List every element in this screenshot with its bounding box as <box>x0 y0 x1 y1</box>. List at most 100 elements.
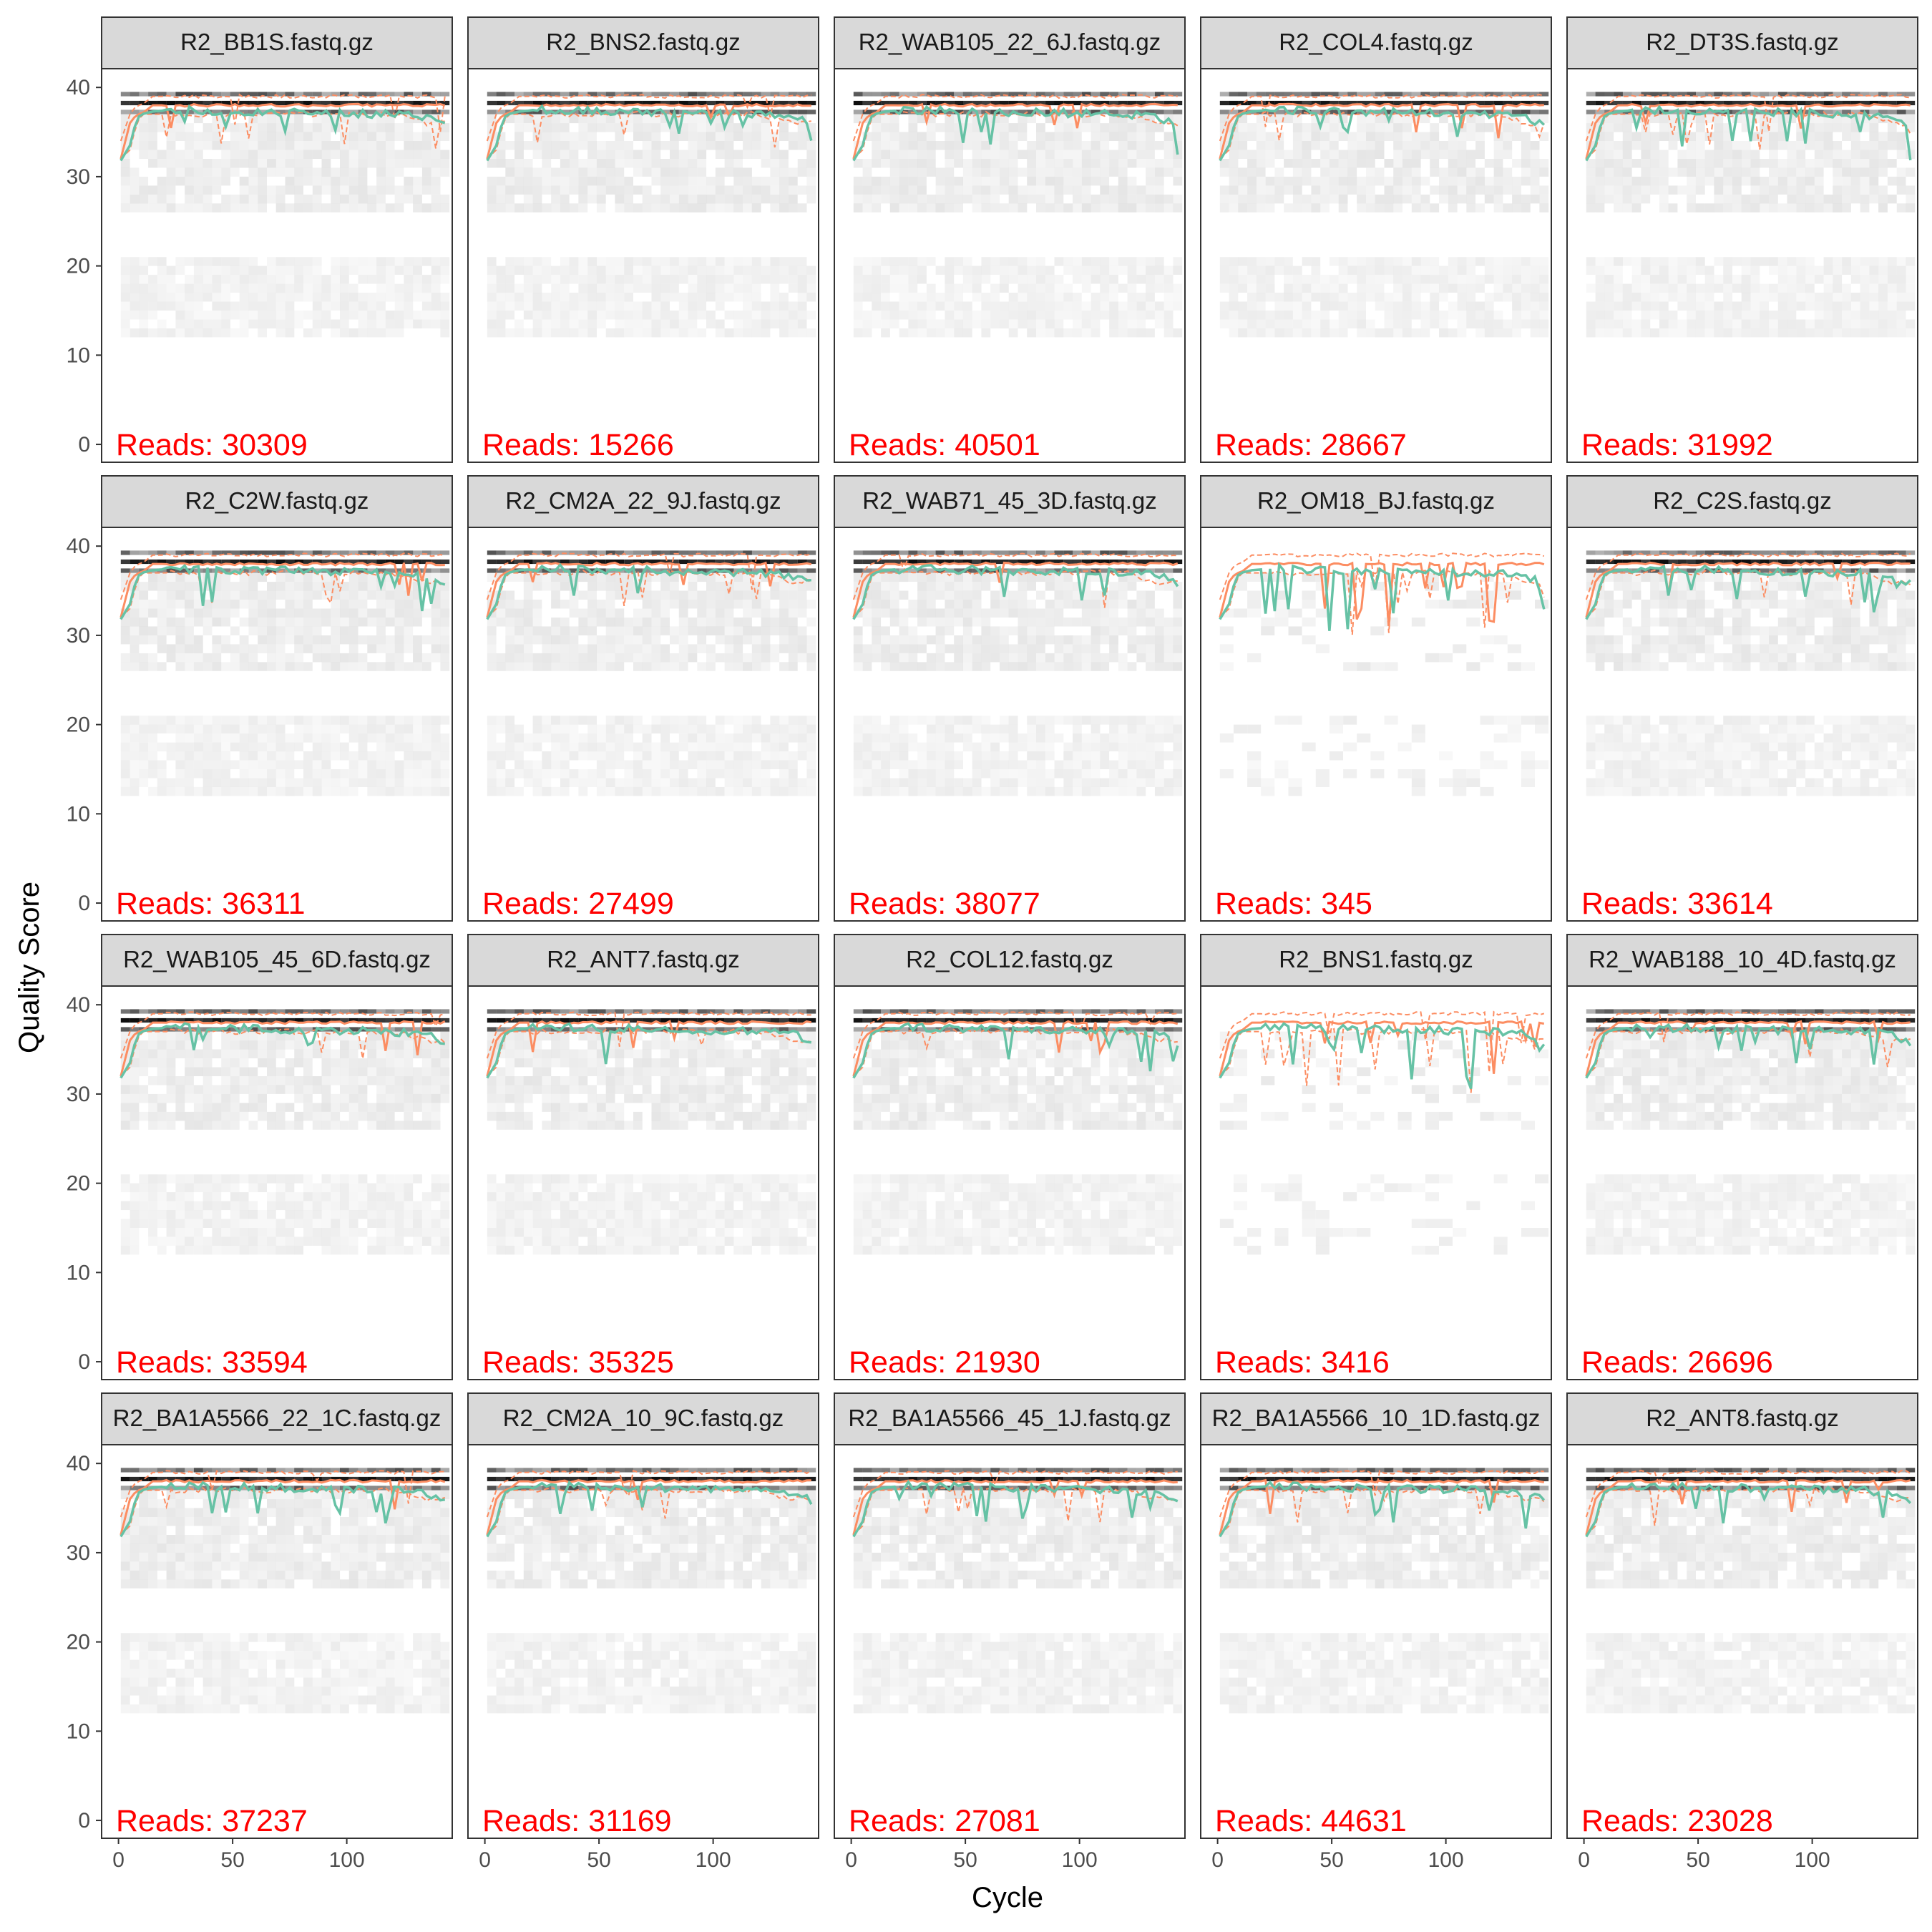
heatmap-cell <box>1457 257 1467 266</box>
heatmap-cell <box>1063 284 1073 293</box>
heatmap-cell <box>312 114 322 124</box>
heatmap-cell <box>615 266 624 275</box>
heatmap-cell <box>761 132 771 141</box>
heatmap-cell <box>569 203 579 213</box>
heatmap-cell <box>1869 167 1879 177</box>
heatmap-cell <box>505 141 515 150</box>
heatmap-cell <box>258 185 267 195</box>
heatmap-cell <box>203 319 213 328</box>
heatmap-cell <box>431 626 441 635</box>
heatmap-cell <box>770 301 780 311</box>
heatmap-cell <box>267 311 276 320</box>
heatmap-cell <box>1732 257 1742 266</box>
heatmap-cell <box>633 203 643 213</box>
heatmap-cell <box>1687 283 1696 293</box>
heatmap-cell <box>1284 257 1293 266</box>
heatmap-cell <box>1411 176 1421 186</box>
heatmap-cell <box>358 203 368 213</box>
heatmap-cell <box>1219 275 1229 284</box>
heatmap-cell <box>1769 159 1778 168</box>
heatmap-cell <box>157 742 167 752</box>
heatmap-cell <box>321 644 331 653</box>
heatmap-cell <box>706 185 716 195</box>
heatmap-cell <box>1695 114 1705 124</box>
heatmap-cell <box>1154 92 1164 97</box>
heatmap-cell <box>1878 301 1888 311</box>
heatmap-cell <box>1777 328 1787 338</box>
heatmap-cell <box>185 328 194 338</box>
heatmap-cell <box>1595 275 1605 284</box>
heatmap-cell <box>688 275 698 284</box>
heatmap-cell <box>1521 311 1531 320</box>
heatmap-cell <box>990 203 1000 213</box>
heatmap-cell <box>1402 141 1412 150</box>
heatmap-cell <box>404 644 414 653</box>
heatmap-cell <box>724 311 734 320</box>
heatmap-cell <box>954 265 963 275</box>
heatmap-cell <box>139 328 149 338</box>
heatmap-cell <box>688 743 698 752</box>
heatmap-cell <box>258 786 267 796</box>
heatmap-cell <box>660 319 670 328</box>
heatmap-cell <box>285 742 295 752</box>
heatmap-cell <box>1081 150 1091 159</box>
heatmap-cell <box>908 275 918 284</box>
heatmap-cell <box>1842 185 1851 195</box>
heatmap-cell <box>440 123 450 132</box>
heatmap-cell <box>258 761 267 770</box>
heatmap-cell <box>1860 194 1870 204</box>
heatmap-cell <box>697 185 707 195</box>
heatmap-cell <box>1741 159 1751 168</box>
heatmap-cell <box>331 653 341 663</box>
heatmap-cell <box>514 159 524 168</box>
heatmap-cell <box>715 293 725 302</box>
heatmap-cell <box>889 123 899 132</box>
heatmap-cell <box>139 779 148 788</box>
heatmap-cell <box>185 742 194 752</box>
heatmap-cell <box>1466 167 1476 177</box>
heatmap-cell <box>1385 275 1394 284</box>
heatmap-cell <box>532 275 542 284</box>
heatmap-cell <box>1402 150 1412 159</box>
heatmap-cell <box>130 733 140 743</box>
heatmap-cell <box>660 293 670 302</box>
heatmap-cell <box>148 751 157 761</box>
heatmap-cell <box>1539 257 1548 266</box>
heatmap-cell <box>1833 319 1843 328</box>
heatmap-cell <box>422 743 431 752</box>
heatmap-cell <box>340 653 349 663</box>
heatmap-cell <box>678 742 688 752</box>
heatmap-cell <box>542 203 552 213</box>
heatmap-cell <box>642 550 652 555</box>
heatmap-cell <box>560 265 570 275</box>
heatmap-cell <box>743 311 752 320</box>
heatmap-cell <box>1475 123 1485 132</box>
heatmap-cell <box>1448 203 1458 213</box>
heatmap-cell <box>1247 92 1257 97</box>
heatmap-cell <box>560 716 570 725</box>
heatmap-cell <box>660 194 670 204</box>
heatmap-cell <box>1109 293 1118 302</box>
heatmap-cell <box>367 266 376 275</box>
heatmap-cell <box>872 123 882 132</box>
heatmap-cell <box>248 724 258 734</box>
heatmap-cell <box>1430 132 1440 141</box>
heatmap-cell <box>954 185 963 195</box>
heatmap-cell <box>258 778 267 787</box>
heatmap-cell <box>358 751 368 761</box>
heatmap-cell <box>157 100 167 106</box>
heatmap-cell <box>678 662 688 671</box>
heatmap-cell <box>431 176 441 186</box>
heatmap-cell <box>908 114 918 124</box>
heatmap-cell <box>1384 194 1394 204</box>
heatmap-cell <box>1036 123 1045 132</box>
heatmap-cell <box>889 311 899 320</box>
heatmap-cell <box>175 600 185 609</box>
heatmap-cell <box>1896 185 1906 195</box>
heatmap-cell <box>166 109 176 114</box>
heatmap-cell <box>321 159 331 168</box>
heatmap-cell <box>303 328 313 338</box>
heatmap-cell <box>633 608 643 618</box>
heatmap-cell <box>185 716 194 725</box>
heatmap-cell <box>1732 194 1742 204</box>
